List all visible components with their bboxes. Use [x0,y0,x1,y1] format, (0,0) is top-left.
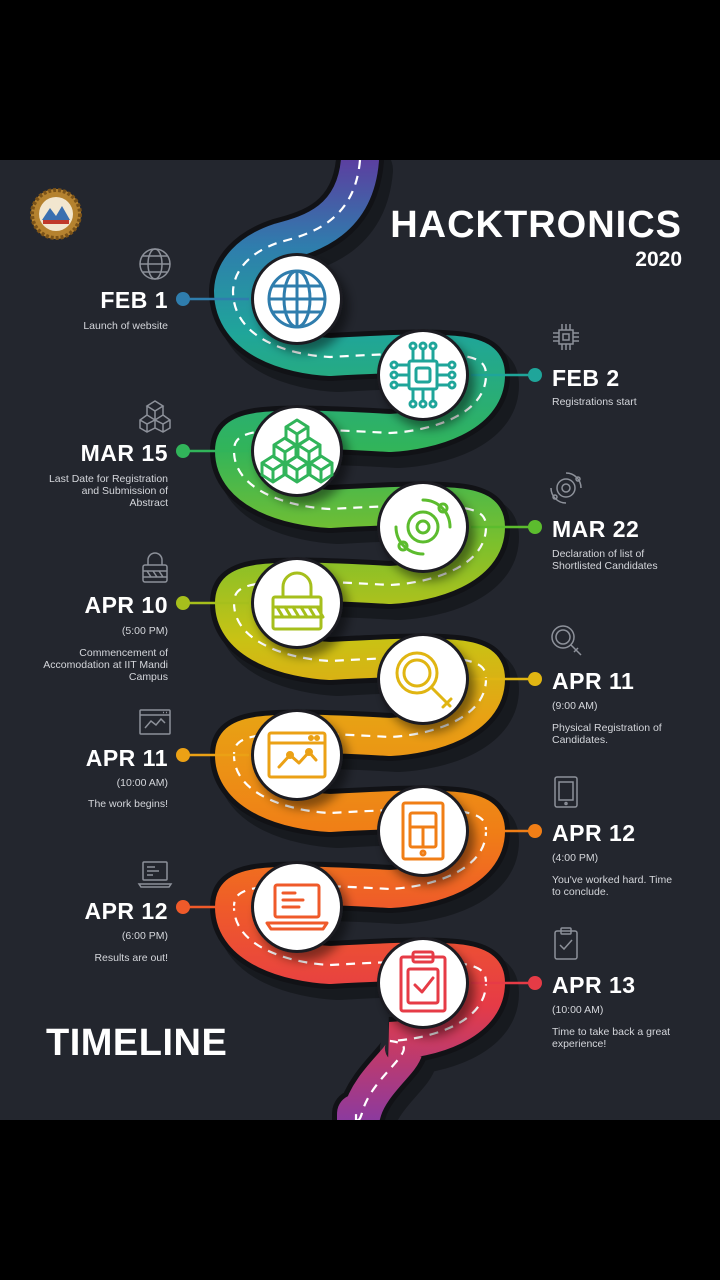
institute-logo [30,188,82,240]
event-time: (10:00 AM) [552,1004,604,1016]
laptop-icon [137,856,173,892]
event-time: (10:00 AM) [116,777,168,789]
timeline-dot [176,292,190,306]
timeline-dot [528,520,542,534]
timeline-dot [176,900,190,914]
event-description: You've worked hard. Time to conclude. [552,874,673,898]
magnifier-icon [548,622,584,658]
icon-circle [251,253,343,345]
globe-icon [267,269,327,329]
timeline-dot [528,672,542,686]
icon-circle [251,557,343,649]
icon-circle [251,709,343,801]
blocks-icon [260,418,334,484]
icon-circle [377,937,469,1029]
clipboard-check-icon [548,926,584,962]
timeline-dot [176,748,190,762]
icon-circle [377,329,469,421]
event-date: APR 12 [84,898,168,924]
laptop-icon [265,883,329,931]
event-date: APR 13 [552,972,636,998]
timeline-dot [528,368,542,382]
event-description: Physical Registration of Candidates. [552,722,662,746]
chart-window-icon [267,731,327,779]
chip-icon [389,341,457,409]
event-date: MAR 22 [552,516,640,542]
icon-circle [377,481,469,573]
event-date: FEB 1 [100,287,168,313]
padlock-icon [271,571,325,631]
icon-circle [251,405,343,497]
event-year: 2020 [635,248,682,271]
icon-circle [377,785,469,877]
timeline-dot [176,596,190,610]
blocks-icon [137,398,173,434]
event-date: APR 11 [85,745,168,771]
icon-circle [251,861,343,953]
chip-icon [548,319,584,355]
event-description: The work begins! [88,798,168,810]
event-time: (9:00 AM) [552,700,598,712]
event-time: (5:00 PM) [121,625,168,637]
event-description: Launch of website [83,320,168,332]
timeline-dot [528,976,542,990]
timeline-label: TIMELINE [46,1022,228,1064]
event-description: Last Date for Registration and Submission… [48,473,168,509]
event-time: (4:00 PM) [552,852,599,864]
event-description: Results are out! [94,952,168,964]
chart-window-icon [137,704,173,740]
timeline-dot [528,824,542,838]
event-title: HACKTRONICS [390,204,682,246]
event-description: Time to take back a great experience! [552,1026,671,1050]
orbit-icon [548,470,584,506]
event-date: FEB 2 [552,365,620,391]
event-description: Registrations start [552,396,637,408]
winding-road [176,160,542,1120]
tablet-icon [548,774,584,810]
event-date: APR 12 [552,820,636,846]
timeline-dot [176,444,190,458]
icon-circle [377,633,469,725]
timeline-poster: HACKTRONICS 2020 TIMELINE FEB 1 Launch o… [0,160,720,1120]
magnifier-icon [395,651,453,709]
clipboard-check-icon [399,950,447,1013]
event-date: MAR 15 [80,440,168,466]
event-date: APR 11 [552,668,635,694]
event-date: APR 10 [84,592,168,618]
padlock-icon [137,550,173,586]
event-description: Commencement of Accomodation at IIT Mandi… [43,647,168,683]
globe-icon [137,246,173,282]
event-description: Declaration of list of Shortlisted Candid… [552,548,658,572]
orbit-icon [394,498,452,556]
event-time: (6:00 PM) [121,930,168,942]
tablet-icon [401,801,445,861]
